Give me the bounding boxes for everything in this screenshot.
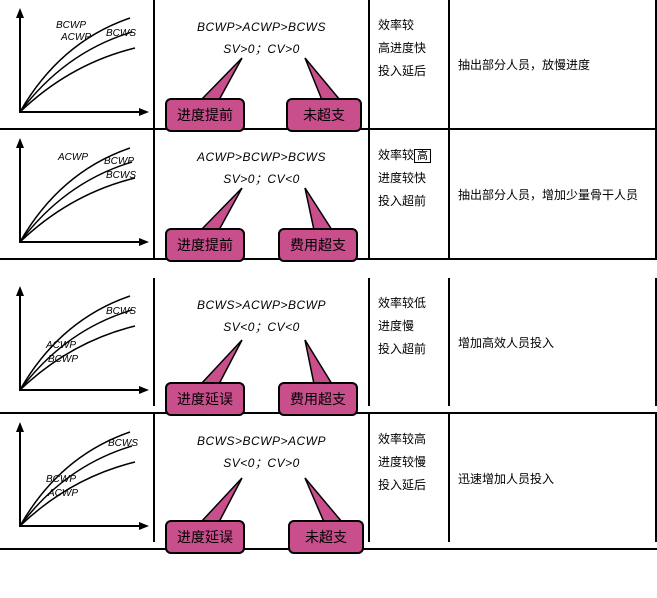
formula-line: BCWP>ACWP>BCWS <box>155 20 368 34</box>
chart-svg: BCWS ACWP BCWP <box>6 284 151 402</box>
chart-svg: ACWP BCWP BCWS <box>6 136 151 254</box>
curve-label: ACWP <box>47 488 78 499</box>
formula-line: SV>0；CV<0 <box>155 170 368 187</box>
assessment-line: 效率较低 <box>378 292 440 315</box>
curve-label: BCWS <box>106 306 136 317</box>
callout-label: 费用超支 <box>278 228 358 262</box>
callout-label: 进度延误 <box>165 382 245 416</box>
assessment-cell: 效率较低进度慢投入超前 <box>370 278 450 406</box>
assessment-line: 投入超前 <box>378 338 440 361</box>
boxed-char: 高 <box>414 149 431 163</box>
assessment-line: 投入延后 <box>378 60 440 83</box>
assessment-line: 效率较高 <box>378 428 440 451</box>
curve-label: BCWP <box>104 156 134 167</box>
scenario-row: BCWSBCWPACWP BCWS>BCWP>ACWPSV<0；CV>0效率较高… <box>0 414 657 550</box>
assessment-line: 进度较快 <box>378 167 440 190</box>
action-text: 抽出部分人员，放慢进度 <box>458 56 590 73</box>
assessment-cell: 效率较高进度较慢投入延后 <box>370 414 450 542</box>
action-cell: 迅速增加人员投入 <box>450 414 657 542</box>
curve-label: BCWS <box>106 170 136 181</box>
chart-svg: BCWPACWP BCWS <box>6 6 151 124</box>
action-cell: 增加高效人员投入 <box>450 278 657 406</box>
callout-label: 未超支 <box>286 98 362 132</box>
assessment-line: 进度较慢 <box>378 451 440 474</box>
action-cell: 抽出部分人员，增加少量骨干人员 <box>450 130 657 258</box>
assessment-cell: 效率较高进度快投入延后 <box>370 0 450 128</box>
formula-line: SV<0；CV<0 <box>155 318 368 335</box>
graph-cell: ACWP BCWP BCWS <box>0 130 155 258</box>
curve-label: BCWS <box>106 28 136 39</box>
scenario-row: BCWPACWPBCWS BCWP>ACWP>BCWSSV>0；CV>0效率较高… <box>0 0 657 130</box>
action-text: 抽出部分人员，增加少量骨干人员 <box>458 186 638 203</box>
assessment-line: 进度慢 <box>378 315 440 338</box>
assessment-line: 效率较高 <box>378 144 440 167</box>
diagram-grid: BCWPACWPBCWS BCWP>ACWP>BCWSSV>0；CV>0效率较高… <box>0 0 657 550</box>
callout-label: 进度提前 <box>165 98 245 132</box>
formula-line: SV>0；CV>0 <box>155 40 368 57</box>
assessment-line: 高进度快 <box>378 37 440 60</box>
scenario-row: BCWSACWPBCWP BCWS>ACWP>BCWPSV<0；CV<0效率较低… <box>0 278 657 414</box>
callout-label: 进度提前 <box>165 228 245 262</box>
assessment-line: 投入超前 <box>378 190 440 213</box>
formula-line: BCWS>BCWP>ACWP <box>155 434 368 448</box>
action-cell: 抽出部分人员，放慢进度 <box>450 0 657 128</box>
assessment-cell: 效率较高进度较快投入超前 <box>370 130 450 258</box>
action-text: 增加高效人员投入 <box>458 334 554 351</box>
scenario-row: ACWPBCWPBCWS ACWP>BCWP>BCWSSV>0；CV<0效率较高… <box>0 130 657 260</box>
curve-label: BCWS <box>108 438 138 449</box>
curve-label: ACWP <box>57 152 88 163</box>
assessment-line: 投入延后 <box>378 474 440 497</box>
callout-label: 费用超支 <box>278 382 358 416</box>
graph-cell: BCWPACWP BCWS <box>0 0 155 128</box>
curve-label: BCWP <box>48 354 78 365</box>
chart-svg: BCWS BCWP ACWP <box>6 420 151 538</box>
curve-label: BCWP <box>46 474 76 485</box>
graph-cell: BCWS ACWP BCWP <box>0 278 155 406</box>
action-text: 迅速增加人员投入 <box>458 470 554 487</box>
callout-label: 未超支 <box>288 520 364 554</box>
curve-label: ACWP <box>60 32 91 43</box>
formula-line: BCWS>ACWP>BCWP <box>155 298 368 312</box>
curve-label: ACWP <box>45 340 76 351</box>
callout-label: 进度延误 <box>165 520 245 554</box>
formula-line: ACWP>BCWP>BCWS <box>155 150 368 164</box>
graph-cell: BCWS BCWP ACWP <box>0 414 155 542</box>
curve-label: BCWP <box>56 20 86 31</box>
formula-line: SV<0；CV>0 <box>155 454 368 471</box>
assessment-line: 效率较 <box>378 14 440 37</box>
